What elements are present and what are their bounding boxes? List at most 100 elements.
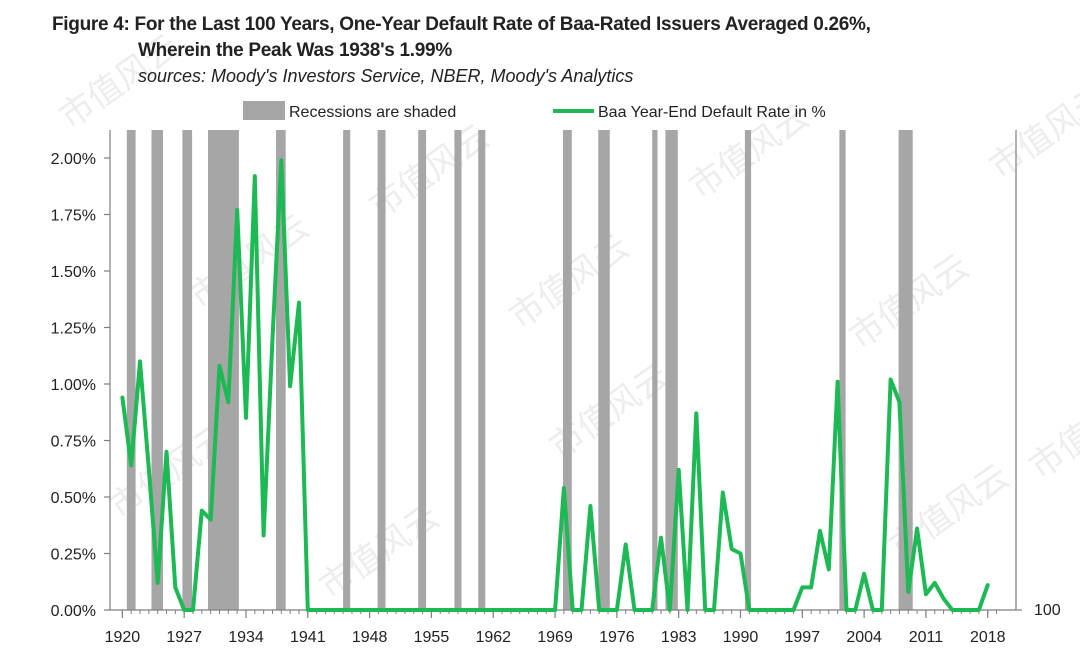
data-point-1937 (271, 337, 275, 341)
axes (109, 130, 1022, 611)
recession-band (377, 130, 386, 610)
data-point-1930 (209, 518, 213, 522)
data-point-2017 (977, 608, 981, 612)
data-point-2015 (959, 608, 963, 612)
x-tick-label: 1983 (661, 629, 697, 646)
data-point-1942 (315, 608, 319, 612)
recession-band (652, 130, 658, 610)
data-point-2018 (986, 583, 990, 587)
data-point-1976 (615, 608, 619, 612)
chart-title-line2: Wherein the Peak Was 1938's 1.99% (138, 40, 452, 61)
legend: Recessions are shaded Baa Year-End Defau… (243, 101, 826, 121)
y-tick-label: 1.00% (51, 377, 96, 394)
legend-recession-label: Recessions are shaded (289, 104, 456, 121)
y-tick-label: 2.00% (51, 151, 96, 168)
y-tick-label: 1.25% (51, 321, 96, 338)
x-tick-label: 1962 (475, 629, 511, 646)
data-point-1971 (571, 608, 575, 612)
x-axis-ticks: 1920 1927 1934 1941 1948 1955 1962 1969 1976 1983… (105, 610, 1006, 646)
y-tick-label: 0.00% (51, 603, 96, 620)
data-point-1931 (218, 364, 222, 368)
data-point-2010 (915, 527, 919, 531)
data-point-1978 (633, 608, 637, 612)
data-point-2007 (889, 378, 893, 382)
recession-band (343, 130, 351, 610)
data-point-2009 (906, 590, 910, 594)
x-tick-label: 1927 (166, 629, 202, 646)
y-tick-label: 0.25% (51, 547, 96, 564)
data-point-2016 (968, 608, 972, 612)
recession-band (151, 130, 163, 610)
series-points (120, 158, 989, 612)
data-point-1941 (306, 608, 310, 612)
data-point-1939 (288, 384, 292, 388)
legend-series-label: Baa Year-End Default Rate in % (598, 104, 826, 121)
data-point-1938 (279, 158, 283, 162)
data-point-1979 (641, 608, 645, 612)
data-point-2014 (950, 608, 954, 612)
y-tick-label: 1.75% (51, 208, 96, 225)
data-point-1973 (588, 504, 592, 508)
recession-bands (126, 130, 913, 610)
data-point-1922 (138, 359, 142, 363)
data-point-1927 (182, 608, 186, 612)
x-tick-label: 1990 (723, 629, 759, 646)
data-point-1984 (686, 608, 690, 612)
x-tick-label: 2018 (970, 629, 1006, 646)
data-point-1969 (553, 608, 557, 612)
data-point-1936 (262, 533, 266, 537)
data-point-1972 (580, 608, 584, 612)
data-point-1921 (129, 463, 133, 467)
recession-band (563, 130, 572, 610)
recession-band (182, 130, 193, 610)
data-point-1994 (774, 608, 778, 612)
recession-band (598, 130, 610, 610)
data-point-2005 (871, 608, 875, 612)
x-tick-label: 1948 (352, 629, 388, 646)
data-point-1996 (792, 608, 796, 612)
title-block: Figure 4: For the Last 100 Years, One-Ye… (52, 12, 1052, 88)
data-point-1992 (756, 608, 760, 612)
chart-sources: sources: Moody's Investors Service, NBER… (138, 66, 634, 86)
x-tick-label: 1976 (599, 629, 635, 646)
data-point-1933 (235, 208, 239, 212)
data-point-1993 (765, 608, 769, 612)
series-line-baa-default-rate (120, 158, 990, 612)
data-point-1995 (783, 608, 787, 612)
chart-title-line1: Figure 4: For the Last 100 Years, One-Ye… (52, 14, 871, 35)
recession-band (744, 130, 752, 610)
data-point-1923 (147, 468, 151, 472)
data-point-1985 (694, 411, 698, 415)
data-point-1926 (173, 585, 177, 589)
data-point-2013 (942, 597, 946, 601)
recession-band (126, 130, 136, 610)
legend-recession-swatch (243, 101, 285, 120)
data-point-1940 (297, 301, 301, 305)
x-tick-label: 1934 (228, 629, 264, 646)
recession-band (665, 130, 678, 610)
recession-band (839, 130, 846, 610)
data-point-1987 (712, 608, 716, 612)
recession-band (276, 130, 286, 610)
data-point-1982 (668, 608, 672, 612)
x-tick-label: 2011 (909, 629, 944, 646)
data-point-1974 (597, 608, 601, 612)
data-point-1924 (156, 581, 160, 585)
recession-band (208, 130, 239, 610)
data-point-1997 (800, 585, 804, 589)
x-tick-label: 1955 (414, 629, 450, 646)
data-point-2008 (897, 400, 901, 404)
data-point-1998 (809, 585, 813, 589)
data-point-2004 (862, 572, 866, 576)
data-point-2003 (853, 608, 857, 612)
data-point-2002 (845, 608, 849, 612)
x-tick-label: 1941 (290, 629, 326, 646)
data-point-1989 (730, 547, 734, 551)
data-point-1975 (606, 608, 610, 612)
data-point-1980 (650, 608, 654, 612)
data-point-1970 (562, 486, 566, 490)
recession-band (478, 130, 486, 610)
recession-band (454, 130, 462, 610)
x-tick-label: 2004 (846, 629, 882, 646)
